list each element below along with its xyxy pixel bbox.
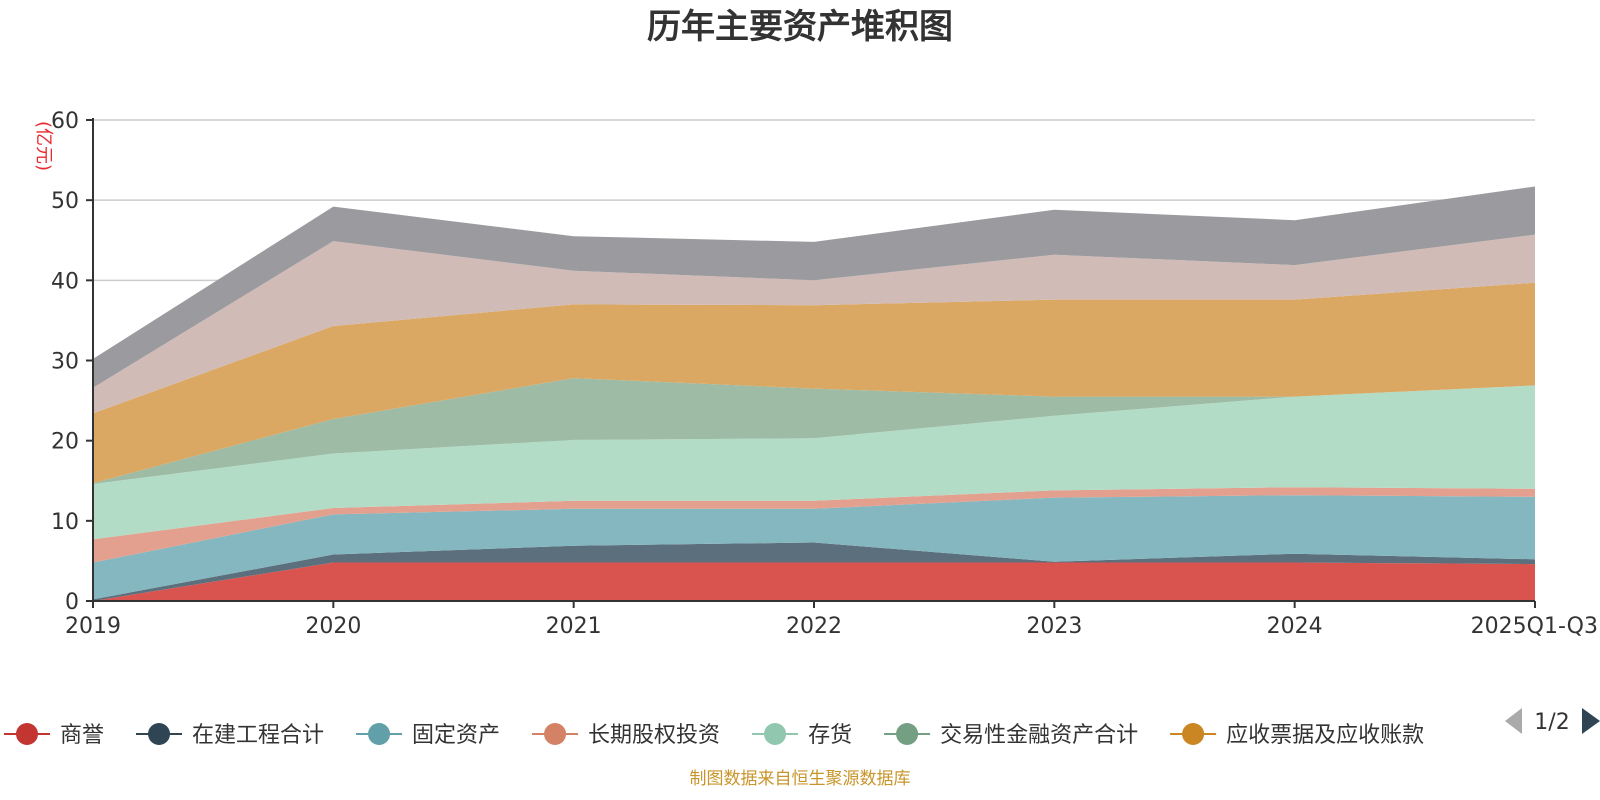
x-tick-label-5: 2024 xyxy=(1267,614,1323,639)
legend-label: 在建工程合计 xyxy=(192,723,324,748)
chart-title: 历年主要资产堆积图 xyxy=(647,7,953,47)
x-tick-label-2: 2021 xyxy=(546,614,602,639)
x-tick-label-6: 2025Q1-Q3 xyxy=(1471,614,1598,639)
y-tick-label-0: 0 xyxy=(65,590,79,615)
y-tick-label-1: 10 xyxy=(51,510,79,535)
y-tick-label-4: 40 xyxy=(51,269,79,294)
legend-label: 固定资产 xyxy=(412,723,500,748)
area-series-7 xyxy=(93,282,1535,484)
area-series-1 xyxy=(93,562,1535,601)
x-tick-label-3: 2022 xyxy=(786,614,842,639)
legend-marker xyxy=(764,723,787,745)
unit-label: (亿元) xyxy=(33,121,54,171)
area-series-4 xyxy=(93,487,1535,563)
x-tick-label-1: 2020 xyxy=(305,614,361,639)
legend-item-6[interactable]: 交易性金融资产合计 xyxy=(884,723,1138,748)
legend-item-1[interactable]: 商誉 xyxy=(4,723,104,748)
legend-item-7[interactable]: 应收票据及应收账款 xyxy=(1170,723,1424,748)
legend-marker xyxy=(16,723,38,745)
area-series-6 xyxy=(93,378,1535,484)
area-series-5 xyxy=(93,385,1535,540)
legend: 商誉 在建工程合计 固定资产 长期股权投资 存货 交易性金融资产合计 应收票据及应收账款 xyxy=(4,723,1424,748)
legend-pager: 1/2 xyxy=(1505,708,1600,735)
y-tick-label-2: 20 xyxy=(51,430,79,455)
area-series-9 xyxy=(93,186,1535,388)
legend-label: 存货 xyxy=(808,723,852,748)
legend-marker xyxy=(148,723,171,745)
legend-marker xyxy=(1182,723,1205,745)
x-tick-label-4: 2023 xyxy=(1026,614,1082,639)
axes xyxy=(86,118,1536,608)
legend-item-2[interactable]: 在建工程合计 xyxy=(136,723,324,748)
legend-next-icon[interactable] xyxy=(1582,708,1600,734)
area-series-2 xyxy=(93,542,1535,601)
x-tick-label-0: 2019 xyxy=(65,614,121,639)
source-note: 制图数据来自恒生聚源数据库 xyxy=(690,769,911,789)
legend-marker xyxy=(368,723,391,745)
legend-label: 商誉 xyxy=(60,723,104,748)
area-series-8 xyxy=(93,234,1535,414)
legend-label: 交易性金融资产合计 xyxy=(940,723,1138,748)
legend-item-4[interactable]: 长期股权投资 xyxy=(532,723,720,748)
y-tick-label-3: 30 xyxy=(51,350,79,375)
legend-item-5[interactable]: 存货 xyxy=(752,723,852,748)
y-tick-label-6: 60 xyxy=(51,109,79,134)
area-series-3 xyxy=(93,495,1535,600)
legend-label: 长期股权投资 xyxy=(588,723,720,748)
area-layers xyxy=(93,186,1535,601)
legend-prev-icon[interactable] xyxy=(1505,708,1522,734)
x-tick-labels: 2019 2020 2021 2022 2023 2024 2025Q1-Q3 xyxy=(65,614,1598,639)
legend-page-indicator: 1/2 xyxy=(1534,710,1569,735)
legend-label: 应收票据及应收账款 xyxy=(1226,723,1424,748)
legend-marker xyxy=(896,723,919,745)
legend-item-3[interactable]: 固定资产 xyxy=(356,723,500,748)
legend-marker xyxy=(544,723,567,745)
y-tick-label-5: 50 xyxy=(51,189,79,214)
y-tick-labels: 0 10 20 30 40 50 60 xyxy=(51,109,79,615)
